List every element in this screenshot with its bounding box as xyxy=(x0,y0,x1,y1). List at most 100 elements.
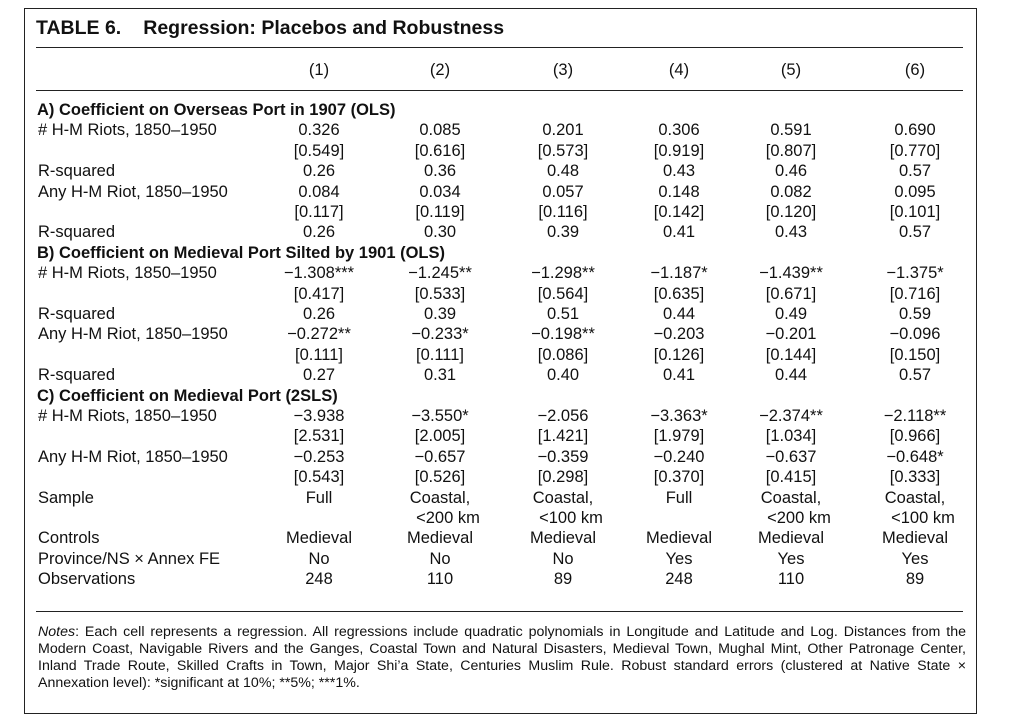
table-cell: 0.57 xyxy=(898,366,932,385)
column-header: (1) xyxy=(308,61,330,79)
table-cell: −3.938 xyxy=(293,407,345,425)
table-cell: 0.40 xyxy=(546,366,580,385)
row-label: Observations xyxy=(38,570,136,589)
table-cell: 0.43 xyxy=(774,223,808,242)
panel-heading: A) Coefficient on Overseas Port in 1907 … xyxy=(37,101,396,119)
table-cell: −0.096 xyxy=(889,325,941,344)
table-cell: [2.531] xyxy=(293,427,345,446)
table-cell: −1.375* xyxy=(886,264,944,283)
table-cell: −1.298** xyxy=(531,264,595,283)
table-cell: [0.564] xyxy=(537,284,589,303)
table-cell: [0.101] xyxy=(889,203,941,221)
table-notes: Notes: Each cell represents a regression… xyxy=(38,624,966,692)
row-label: R-squared xyxy=(38,366,116,385)
table-cell: [1.034] xyxy=(765,427,817,446)
table-cell: [0.126] xyxy=(653,345,705,364)
table-cell: −1.439** xyxy=(759,264,823,283)
table-cell: 110 xyxy=(777,570,805,589)
table-cell: −0.272** xyxy=(287,325,351,344)
table-cell: [0.111] xyxy=(415,345,465,364)
table-cell: Medieval xyxy=(406,529,474,548)
table-cell: 0.41 xyxy=(662,223,696,242)
table-cell: Coastal, xyxy=(409,488,471,507)
table-cell: Medieval xyxy=(285,529,353,548)
table-cell: 0.27 xyxy=(302,366,336,385)
table-cell: [0.417] xyxy=(293,284,345,303)
table-cell: [0.616] xyxy=(414,141,466,160)
row-label: Any H-M Riot, 1850–1950 xyxy=(38,447,228,466)
table-cell: [0.671] xyxy=(765,284,817,303)
table-frame xyxy=(24,8,977,714)
row-label: # H-M Riots, 1850–1950 xyxy=(38,264,217,283)
panel-heading: B) Coefficient on Medieval Port Silted b… xyxy=(37,243,445,262)
table-cell: [0.111] xyxy=(294,345,344,364)
row-label: Controls xyxy=(38,529,100,548)
table-cell: 0.26 xyxy=(302,162,336,181)
table-cell: 89 xyxy=(905,570,925,589)
table-cell: [0.807] xyxy=(765,141,817,160)
table-cell: [1.979] xyxy=(653,427,705,446)
table-cell: 0.084 xyxy=(298,182,340,201)
table-title-text: Regression: Placebos and Robustness xyxy=(143,17,505,39)
table-cell: 0.41 xyxy=(662,366,696,385)
table-cell: −0.648* xyxy=(886,447,944,466)
table-cell: Yes xyxy=(665,549,693,568)
table-cell: [0.716] xyxy=(889,284,941,303)
table-cell: Full xyxy=(305,488,333,507)
panel-heading: C) Coefficient on Medieval Port (2SLS) xyxy=(37,386,338,405)
table-cell: −0.233* xyxy=(411,325,469,344)
table-cell: −0.657 xyxy=(414,447,466,466)
row-label: R-squared xyxy=(38,305,116,323)
table-cell: [0.119] xyxy=(415,203,465,221)
table-cell: 0.39 xyxy=(423,305,457,323)
table-number: TABLE 6. xyxy=(36,17,122,39)
table-cell: 248 xyxy=(665,570,693,589)
table-cell: [0.117] xyxy=(294,203,344,221)
table-cell: [0.635] xyxy=(653,284,705,303)
table-title: TABLE 6. Regression: Placebos and Robustn… xyxy=(36,17,504,40)
table-cell: [0.150] xyxy=(889,345,941,364)
table-cell: −2.374** xyxy=(759,407,823,425)
table-cell: [0.086] xyxy=(537,345,589,364)
table-cell: [0.142] xyxy=(653,203,705,221)
table-cell: 0.48 xyxy=(546,162,580,181)
table-cell: 0.034 xyxy=(419,182,461,201)
table-cell: [0.966] xyxy=(889,427,941,446)
table-cell: Coastal, xyxy=(532,488,594,507)
table-cell: [0.415] xyxy=(765,468,817,487)
table-cell: −0.201 xyxy=(765,325,817,344)
rule-top xyxy=(36,47,963,48)
table-cell: 0.44 xyxy=(662,305,696,323)
column-header: (4) xyxy=(668,61,690,79)
column-header: (6) xyxy=(904,61,926,79)
table-cell: Medieval xyxy=(645,529,713,548)
table-cell: No xyxy=(429,549,451,568)
notes-text: : Each cell represents a regression. All… xyxy=(38,624,966,691)
table-cell: −3.363* xyxy=(650,407,708,425)
table-cell: Yes xyxy=(901,549,929,568)
row-label: Any H-M Riot, 1850–1950 xyxy=(38,325,228,344)
table-cell: No xyxy=(308,549,330,568)
row-label: Sample xyxy=(38,488,94,507)
table-cell: −0.359 xyxy=(537,447,589,466)
table-cell: [0.116] xyxy=(538,203,588,221)
table-cell: 0.39 xyxy=(546,223,580,242)
table-cell: [0.144] xyxy=(765,345,817,364)
table-cell: 0.49 xyxy=(774,305,808,323)
table-cell: Yes xyxy=(777,549,805,568)
table-cell: −1.308*** xyxy=(283,264,355,283)
notes-label: Notes xyxy=(38,624,76,640)
table-cell: [0.573] xyxy=(537,141,589,160)
table-cell: 0.201 xyxy=(542,121,584,140)
table-cell: 0.31 xyxy=(423,366,457,385)
table-cell: [0.526] xyxy=(414,468,466,487)
row-label: # H-M Riots, 1850–1950 xyxy=(38,121,217,140)
table-cell: 110 xyxy=(426,570,454,589)
row-label: # H-M Riots, 1850–1950 xyxy=(38,407,217,425)
table-cell: [0.370] xyxy=(653,468,705,487)
rule-header xyxy=(36,90,963,91)
table-cell: [0.120] xyxy=(765,203,817,221)
table-cell: 0.59 xyxy=(898,305,932,323)
table-cell: Medieval xyxy=(881,529,949,548)
row-label: Province/NS × Annex FE xyxy=(38,549,221,568)
